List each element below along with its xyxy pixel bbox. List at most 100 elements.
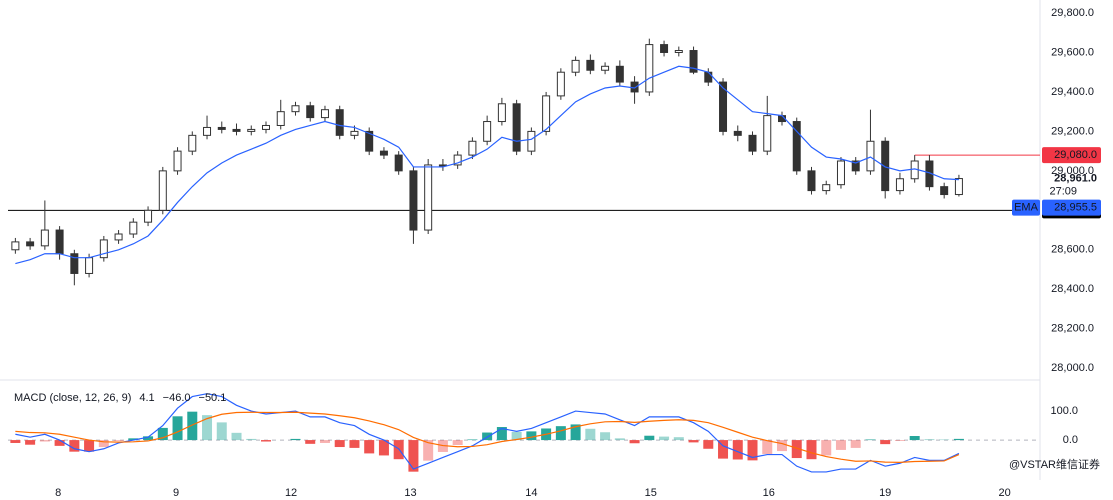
histogram-bar — [128, 438, 139, 441]
histogram-bar — [747, 440, 758, 461]
histogram-bar — [452, 440, 463, 445]
candle-body — [542, 95, 551, 132]
candle-body — [748, 134, 757, 152]
candle-body — [674, 50, 683, 53]
histogram-bar — [835, 440, 846, 450]
histogram-bar — [821, 440, 832, 456]
candle-body — [586, 59, 595, 71]
histogram-bar — [791, 440, 802, 459]
histogram-bar — [261, 440, 271, 442]
candle-body — [497, 103, 506, 123]
candle-body — [365, 130, 374, 152]
candle-body — [954, 178, 963, 196]
candle-body — [350, 130, 359, 136]
histogram-bar — [84, 440, 95, 452]
histogram-bar — [703, 440, 714, 449]
histogram-bar — [644, 435, 655, 441]
indicator-value: −46.0 — [163, 392, 191, 404]
candle-body — [645, 44, 654, 93]
y-tick-label: 100.0 — [1050, 405, 1078, 417]
candle-body — [291, 105, 300, 113]
candle-body — [320, 109, 329, 119]
candle-body — [792, 121, 801, 172]
y-tick-label: 29,000.0 — [1051, 165, 1094, 177]
histogram-bar — [408, 440, 419, 472]
candle-body — [409, 170, 418, 231]
histogram-bar — [894, 440, 905, 441]
histogram-bar — [570, 424, 581, 441]
indicator-title: MACD (close, 12, 26, 9) — [14, 392, 131, 404]
candle-body — [704, 71, 713, 83]
histogram-bar — [806, 440, 817, 460]
candle-body — [114, 233, 123, 241]
candle-body — [660, 44, 669, 53]
histogram-bar — [143, 436, 154, 441]
y-tick-label: 29,800.0 — [1051, 7, 1094, 19]
histogram-bar — [172, 416, 183, 441]
ema-name-label: EMA — [1014, 202, 1039, 214]
candle-body — [217, 126, 226, 130]
candle-body — [26, 241, 35, 247]
candle-body — [11, 241, 20, 251]
candle-body — [689, 50, 698, 73]
candle-body — [335, 109, 344, 136]
histogram-bar — [423, 440, 434, 461]
candle-body — [232, 128, 241, 132]
histogram-bar — [555, 426, 566, 441]
histogram-bar — [69, 440, 80, 452]
histogram-bar — [305, 440, 316, 444]
histogram-bar — [364, 440, 375, 454]
y-tick-label: 29,600.0 — [1051, 46, 1094, 58]
ema-tag — [1042, 199, 1101, 216]
histogram-bar — [290, 438, 301, 441]
candle-body — [379, 150, 388, 156]
histogram-bar — [953, 438, 964, 441]
candle-body — [763, 115, 772, 152]
candle-body — [85, 257, 94, 274]
histogram-bar — [659, 436, 670, 441]
countdown-label: 27:09 — [1049, 185, 1077, 197]
histogram-bar — [187, 411, 198, 441]
candle-body — [836, 160, 845, 186]
histogram-bar — [25, 440, 36, 445]
candle-body — [881, 140, 890, 192]
x-tick-label: 20 — [998, 487, 1010, 499]
candle-body — [719, 81, 728, 132]
candle-body — [807, 170, 816, 192]
histogram-bar — [319, 440, 330, 443]
y-tick-label: 28,600.0 — [1051, 244, 1094, 256]
x-tick-label: 9 — [173, 487, 179, 499]
histogram-bar — [585, 428, 596, 441]
y-tick-label: 28,200.0 — [1051, 323, 1094, 335]
candle-body — [262, 124, 270, 130]
histogram-bar — [688, 440, 699, 443]
histogram-bar — [246, 438, 257, 441]
candle-body — [203, 126, 212, 136]
histogram-bar — [496, 427, 507, 441]
candle-body — [468, 140, 477, 156]
histogram-bar — [865, 439, 876, 441]
histogram-bar — [939, 439, 950, 441]
histogram-bar — [762, 440, 773, 454]
histogram-bar — [880, 440, 891, 445]
candle-body — [556, 71, 565, 97]
candle-body — [940, 186, 949, 196]
candle-body — [99, 239, 108, 259]
candle-body — [247, 128, 256, 132]
histogram-bar — [909, 436, 920, 441]
histogram-bar — [349, 440, 360, 448]
y-tick-label: 29,200.0 — [1051, 125, 1094, 137]
histogram-bar — [216, 422, 227, 441]
candle-body — [453, 154, 462, 166]
candle-body — [733, 130, 742, 136]
ema-name-tag — [1012, 199, 1040, 216]
ema-line — [15, 65, 959, 265]
histogram-bar — [526, 431, 537, 441]
histogram-bar — [231, 432, 242, 441]
y-tick-label: 28,000.0 — [1051, 362, 1094, 374]
histogram-bar — [157, 427, 168, 441]
histogram-bar — [777, 440, 787, 452]
candle-body — [144, 209, 153, 223]
candle-body — [276, 111, 285, 126]
